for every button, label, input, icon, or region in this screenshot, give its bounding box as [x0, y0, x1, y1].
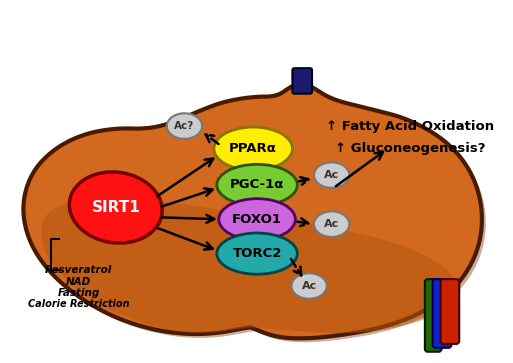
Text: Ac: Ac — [302, 281, 317, 291]
FancyBboxPatch shape — [425, 279, 442, 352]
Text: ↑ Gluconeogenesis?: ↑ Gluconeogenesis? — [335, 142, 485, 155]
Text: Ac?: Ac? — [174, 121, 194, 131]
Text: PGC-1α: PGC-1α — [230, 179, 284, 191]
Text: SIRT1: SIRT1 — [91, 200, 140, 215]
FancyBboxPatch shape — [433, 279, 451, 348]
Text: Ac: Ac — [324, 219, 339, 229]
Ellipse shape — [219, 199, 295, 240]
Text: PPARα: PPARα — [229, 142, 277, 155]
Text: ↑ Fatty Acid Oxidation: ↑ Fatty Acid Oxidation — [326, 119, 494, 132]
Ellipse shape — [217, 164, 298, 205]
Polygon shape — [24, 83, 482, 338]
Ellipse shape — [314, 211, 349, 237]
Text: Ac: Ac — [324, 170, 339, 180]
FancyBboxPatch shape — [441, 279, 459, 344]
Text: Resveratrol: Resveratrol — [45, 265, 112, 276]
Ellipse shape — [214, 127, 292, 170]
Polygon shape — [27, 87, 486, 342]
Text: Fasting: Fasting — [57, 288, 100, 298]
Text: FOXO1: FOXO1 — [232, 213, 282, 226]
Polygon shape — [41, 199, 457, 333]
Ellipse shape — [291, 273, 327, 299]
Ellipse shape — [69, 172, 162, 243]
Ellipse shape — [314, 162, 349, 188]
FancyBboxPatch shape — [292, 68, 312, 94]
Ellipse shape — [217, 233, 298, 274]
Text: TORC2: TORC2 — [232, 247, 282, 260]
Text: NAD: NAD — [66, 277, 91, 287]
Text: Calorie Restriction: Calorie Restriction — [28, 299, 129, 309]
Ellipse shape — [167, 113, 202, 139]
